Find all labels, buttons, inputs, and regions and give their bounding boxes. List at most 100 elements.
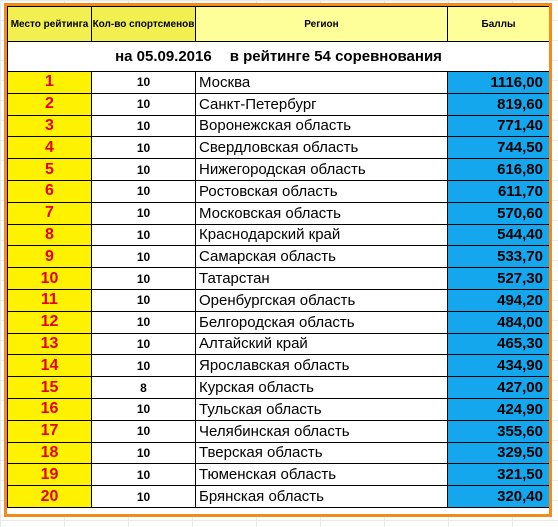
table-row: 5 10 Нижегородская область 616,80 (7, 158, 549, 181)
athlete-count-cell: 10 (91, 179, 196, 203)
region-cell: Ярославская область (195, 354, 448, 378)
rank-cell: 12 (7, 310, 92, 334)
athlete-count-cell: 10 (91, 158, 196, 181)
athlete-count-cell: 10 (91, 92, 196, 116)
score-cell: 771,40 (447, 114, 549, 138)
rank-cell: 7 (7, 201, 92, 225)
table-row: 9 10 Самарская область 533,70 (7, 245, 549, 269)
athlete-count-cell: 10 (91, 201, 196, 225)
table-row: 10 10 Татарстан 527,30 (7, 267, 549, 290)
header-score: Баллы (447, 6, 549, 42)
table-header-row: Место рейтинга Кол-во спортсменов Регион… (7, 6, 549, 42)
score-cell: 611,70 (447, 179, 549, 203)
table-row: 1 10 Москва 1116,00 (7, 71, 549, 94)
rank-cell: 10 (7, 267, 92, 290)
rank-cell: 1 (7, 71, 92, 94)
athlete-count-cell: 10 (91, 463, 196, 487)
region-cell: Самарская область (195, 245, 448, 269)
region-cell: Белгородская область (195, 310, 448, 334)
table-row: 3 10 Воронежская область 771,40 (7, 114, 549, 138)
table-row: 12 10 Белгородская область 484,00 (7, 310, 549, 334)
region-cell: Санкт-Петербург (195, 92, 448, 116)
region-cell: Нижегородская область (195, 158, 448, 181)
table-row: 6 10 Ростовская область 611,70 (7, 179, 549, 203)
rank-cell: 16 (7, 397, 92, 421)
score-cell: 320,40 (447, 485, 549, 508)
athlete-count-cell: 10 (91, 288, 196, 312)
score-cell: 570,60 (447, 201, 549, 225)
table-row: 7 10 Московская область 570,60 (7, 201, 549, 225)
rating-table: Место рейтинга Кол-во спортсменов Регион… (7, 6, 549, 508)
table-row: 8 10 Краснодарский край 544,40 (7, 223, 549, 247)
rank-cell: 19 (7, 463, 92, 487)
score-cell: 494,20 (447, 288, 549, 312)
region-cell: Алтайский край (195, 332, 448, 356)
athlete-count-cell: 10 (91, 441, 196, 465)
region-cell: Свердловская область (195, 136, 448, 160)
rank-cell: 20 (7, 485, 92, 508)
athlete-count-cell: 10 (91, 71, 196, 94)
athlete-count-cell: 10 (91, 310, 196, 334)
score-cell: 744,50 (447, 136, 549, 160)
table-row: 13 10 Алтайский край 465,30 (7, 332, 549, 356)
subtitle-cell: на 05.09.2016 в рейтинге 54 соревнования (7, 41, 549, 72)
table-row: 15 8 Курская область 427,00 (7, 376, 549, 399)
table-row: 11 10 Оренбургская область 494,20 (7, 288, 549, 312)
region-cell: Тюменская область (195, 463, 448, 487)
rank-cell: 18 (7, 441, 92, 465)
rank-cell: 2 (7, 92, 92, 116)
table-row: 20 10 Брянская область 320,40 (7, 485, 549, 508)
athlete-count-cell: 10 (91, 136, 196, 160)
score-cell: 1116,00 (447, 71, 549, 94)
rating-table-frame: Место рейтинга Кол-во спортсменов Регион… (4, 3, 552, 517)
region-cell: Оренбургская область (195, 288, 448, 312)
score-cell: 427,00 (447, 376, 549, 399)
score-cell: 616,80 (447, 158, 549, 181)
rank-cell: 4 (7, 136, 92, 160)
region-cell: Тульская область (195, 397, 448, 421)
region-cell: Тверская область (195, 441, 448, 465)
score-cell: 321,50 (447, 463, 549, 487)
rank-cell: 13 (7, 332, 92, 356)
region-cell: Воронежская область (195, 114, 448, 138)
athlete-count-cell: 10 (91, 354, 196, 378)
table-row: 2 10 Санкт-Петербург 819,60 (7, 92, 549, 116)
score-cell: 329,50 (447, 441, 549, 465)
rank-cell: 17 (7, 419, 92, 443)
rank-cell: 14 (7, 354, 92, 378)
subtitle-rating: в рейтинге 54 соревнования (229, 48, 442, 65)
table-row: 4 10 Свердловская область 744,50 (7, 136, 549, 160)
rank-cell: 3 (7, 114, 92, 138)
score-cell: 544,40 (447, 223, 549, 247)
header-rank: Место рейтинга (7, 6, 92, 42)
region-cell: Москва (195, 71, 448, 94)
athlete-count-cell: 10 (91, 267, 196, 290)
subtitle-row: на 05.09.2016 в рейтинге 54 соревнования (7, 41, 549, 72)
score-cell: 424,90 (447, 397, 549, 421)
region-cell: Московская область (195, 201, 448, 225)
rank-cell: 6 (7, 179, 92, 203)
region-cell: Курская область (195, 376, 448, 399)
score-cell: 533,70 (447, 245, 549, 269)
score-cell: 465,30 (447, 332, 549, 356)
athlete-count-cell: 8 (91, 376, 196, 399)
rank-cell: 9 (7, 245, 92, 269)
athlete-count-cell: 10 (91, 397, 196, 421)
athlete-count-cell: 10 (91, 419, 196, 443)
table-row: 18 10 Тверская область 329,50 (7, 441, 549, 465)
athlete-count-cell: 10 (91, 223, 196, 247)
athlete-count-cell: 10 (91, 332, 196, 356)
table-row: 16 10 Тульская область 424,90 (7, 397, 549, 421)
score-cell: 527,30 (447, 267, 549, 290)
subtitle-date: на 05.09.2016 (115, 48, 212, 65)
score-cell: 819,60 (447, 92, 549, 116)
region-cell: Татарстан (195, 267, 448, 290)
region-cell: Брянская область (195, 485, 448, 508)
athlete-count-cell: 10 (91, 114, 196, 138)
rank-cell: 15 (7, 376, 92, 399)
rank-cell: 11 (7, 288, 92, 312)
region-cell: Челябинская область (195, 419, 448, 443)
athlete-count-cell: 10 (91, 245, 196, 269)
table-row: 14 10 Ярославская область 434,90 (7, 354, 549, 378)
score-cell: 434,90 (447, 354, 549, 378)
